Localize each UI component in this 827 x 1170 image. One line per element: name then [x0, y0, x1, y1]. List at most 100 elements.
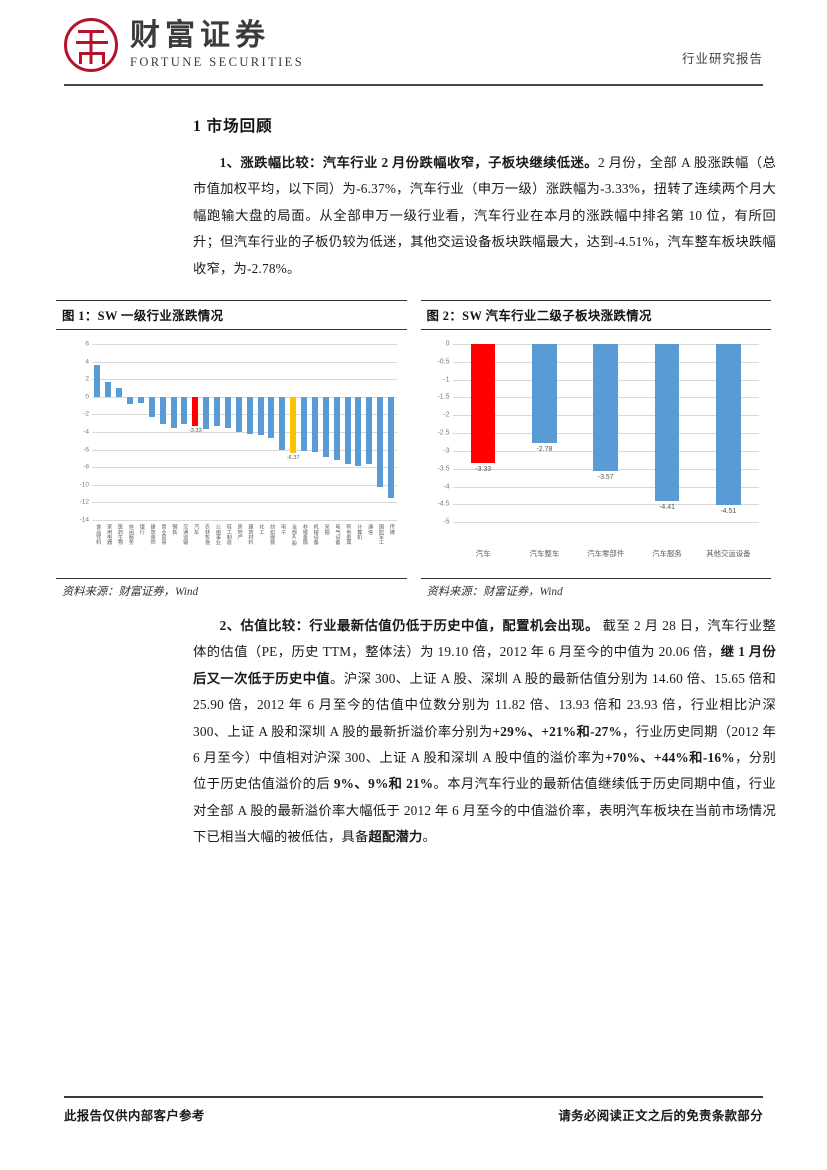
chart-1-bar-column [212, 344, 223, 520]
chart-2-y-tick-label: -1.5 [437, 393, 450, 401]
chart-1-bar-column: -3.33 [189, 344, 202, 520]
chart-1-bar [214, 396, 221, 426]
chart-2-bar-column: -4.41 [636, 344, 697, 540]
chart-2-y-tick-label: -2.5 [437, 429, 450, 437]
chart-1-x-tick-label: 医药生物 [116, 524, 123, 545]
chart-2-x-axis-labels: 汽车 汽车整车 汽车零部件 汽车服务 其他交运设备 [453, 544, 760, 568]
paragraph-2-seg4: ，分别位于历史估值溢价的后 [193, 750, 776, 792]
chart-1-bar-column [92, 344, 103, 520]
chart-1-bar [203, 396, 210, 430]
chart-2-x-tick-label: 其他交运设备 [706, 549, 751, 559]
chart-2-x-tick-label: 汽车服务 [652, 549, 682, 559]
chart-1-y-tick-label: 0 [85, 393, 89, 401]
chart-1-bar [94, 365, 101, 397]
fortune-seal-icon [64, 18, 118, 72]
company-logo: 财富证券 FORTUNE SECURITIES [64, 18, 304, 72]
chart-1-x-tick-label: 交通运输 [182, 524, 189, 545]
chart-2-bars: -3.33 -2.78 -3.57 -4.41 -4.51 [453, 344, 760, 540]
chart-2-y-tick-label: 0 [445, 340, 450, 348]
chart-1-bar [127, 396, 134, 405]
chart-1-x-tick-label: 商业贸易 [160, 524, 167, 545]
chart-2-data-label: -4.51 [720, 507, 737, 515]
chart-1-bar-column [255, 344, 266, 520]
chart-1-gridline [92, 502, 397, 504]
chart-1-bar [322, 396, 329, 458]
chart-1-bar [246, 396, 253, 434]
chart-1-bar-column [201, 344, 212, 520]
chart-2-data-label: -3.33 [475, 465, 492, 473]
chart-1-gridline [92, 432, 397, 434]
chart-1-bar-column [310, 344, 321, 520]
figure-2-caption: 图 2：SW 汽车行业二级子板块涨跌情况 [420, 300, 771, 331]
chart-2-data-label: -3.57 [597, 474, 614, 482]
chart-2-y-tick-label: -3 [443, 447, 450, 455]
chart-1-y-tick-label: -6 [83, 446, 89, 454]
chart-1-bar-column [244, 344, 255, 520]
chart-1-x-tick-label: 采掘 [323, 524, 330, 535]
chart-2-gridline [452, 504, 759, 506]
chart-1-y-tick-label: 6 [85, 340, 89, 348]
chart-1-bar-column [146, 344, 157, 520]
chart-2-data-label: -4.41 [659, 504, 676, 512]
chart-1-x-tick-label: 纺织服装 [269, 524, 276, 545]
paragraph-1-lead: 1、涨跌幅比较：汽车行业 2 月份跌幅收窄，子板块继续低迷。 [219, 155, 598, 170]
chart-1-bar [268, 396, 275, 438]
chart-1-bar-column [299, 344, 310, 520]
chart-1-gridline [92, 520, 397, 522]
chart-1-x-tick-label: 电气设备 [334, 524, 341, 545]
chart-1-bar-column [386, 344, 397, 520]
chart-1-bar-column: -6.37 [287, 344, 300, 520]
chart-2-plot-area: 0 -0.5 -1 -1.5 -2 -2.5 -3 -3.5 -4 -4.5 -5 -3.33 -2.7… [437, 341, 760, 540]
chart-1-bar [279, 396, 286, 451]
chart-1-x-tick-label: 非银金融 [301, 524, 308, 545]
figure-2-body: 0 -0.5 -1 -1.5 -2 -2.5 -3 -3.5 -4 -4.5 -5 -3.33 -2.7… [421, 330, 772, 578]
chart-1-bar-column [277, 344, 288, 520]
chart-1-x-tick-label: 电子 [280, 524, 287, 535]
chart-1-bar-column [364, 344, 375, 520]
chart-1-y-tick-label: -4 [83, 428, 89, 436]
paragraph-2-seg3: ，行业历史同期（2012 年 6 月至今）中值相对沪深 300、上证 A 股和深… [193, 723, 776, 766]
chart-2-y-tick-label: -3.5 [437, 465, 450, 473]
paragraph-2-lead: 2、估值比较：行业最新估值仍低于历史中值，配置机会出现。 [219, 618, 599, 634]
chart-1-x-tick-label: 建筑材料 [247, 524, 254, 545]
paragraph-2-seg6: 。 [422, 829, 436, 845]
chart-1-gridline [92, 449, 397, 451]
chart-2-data-label: -2.78 [536, 446, 553, 454]
figure-1: 图 1：SW 一级行业涨跌情况 6 4 2 0 -2 -4 -6 -8 -10 -12 -14 -3.… [56, 300, 407, 599]
chart-2-y-tick-label: -4 [443, 483, 450, 491]
chart-2-y-tick-label: -5 [443, 518, 450, 526]
chart-1-bar [235, 396, 242, 433]
chart-1-gridline [92, 484, 397, 486]
chart-1-bar [388, 396, 395, 499]
chart-2-y-tick-label: -2 [443, 411, 450, 419]
chart-2: 0 -0.5 -1 -1.5 -2 -2.5 -3 -3.5 -4 -4.5 -5 -3.33 -2.7… [423, 336, 770, 578]
chart-1-bar [181, 396, 188, 425]
chart-1-x-tick-label: 通信 [367, 524, 374, 535]
chart-1-bar-column [266, 344, 277, 520]
chart-1-x-tick-label: 建筑装饰 [149, 524, 156, 545]
footer-divider [64, 1096, 763, 1098]
chart-1-bar [290, 396, 297, 453]
chart-1-bar [355, 396, 362, 466]
chart-1-bar [192, 396, 199, 427]
document-type-label: 行业研究报告 [681, 52, 763, 66]
chart-1-x-tick-label: 公用事业 [214, 524, 221, 545]
chart-1-bar [257, 396, 264, 435]
chart-1-bar-column [320, 344, 331, 520]
chart-1-x-tick-label: 家用电器 [106, 524, 113, 545]
chart-2-bar [593, 344, 618, 472]
chart-1-bar [301, 396, 308, 451]
chart-1-x-tick-label: 银行 [138, 524, 145, 535]
chart-1-gridline [92, 379, 397, 381]
page-header: 财富证券 FORTUNE SECURITIES 行业研究报告 [56, 0, 771, 92]
paragraph-2-bold2: +29%、+21%和-27% [492, 723, 622, 739]
chart-1-bars: -3.33 -6.37 [92, 344, 397, 520]
paragraph-valuation: 2、估值比较：行业最新估值仍低于历史中值，配置机会出现。 截至 2 月 28 日… [193, 613, 776, 851]
chart-2-bar-column: -3.57 [575, 344, 636, 540]
chart-2-bar [716, 344, 741, 505]
chart-2-bar [470, 344, 496, 463]
figure-2: 图 2：SW 汽车行业二级子板块涨跌情况 0 -0.5 -1 -1.5 -2 -2.5 -3… [420, 300, 772, 599]
chart-2-bar-column: -3.33 [453, 344, 514, 540]
chart-1-bar-column [233, 344, 244, 520]
chart-1-x-tick-label: 传媒 [388, 524, 395, 535]
